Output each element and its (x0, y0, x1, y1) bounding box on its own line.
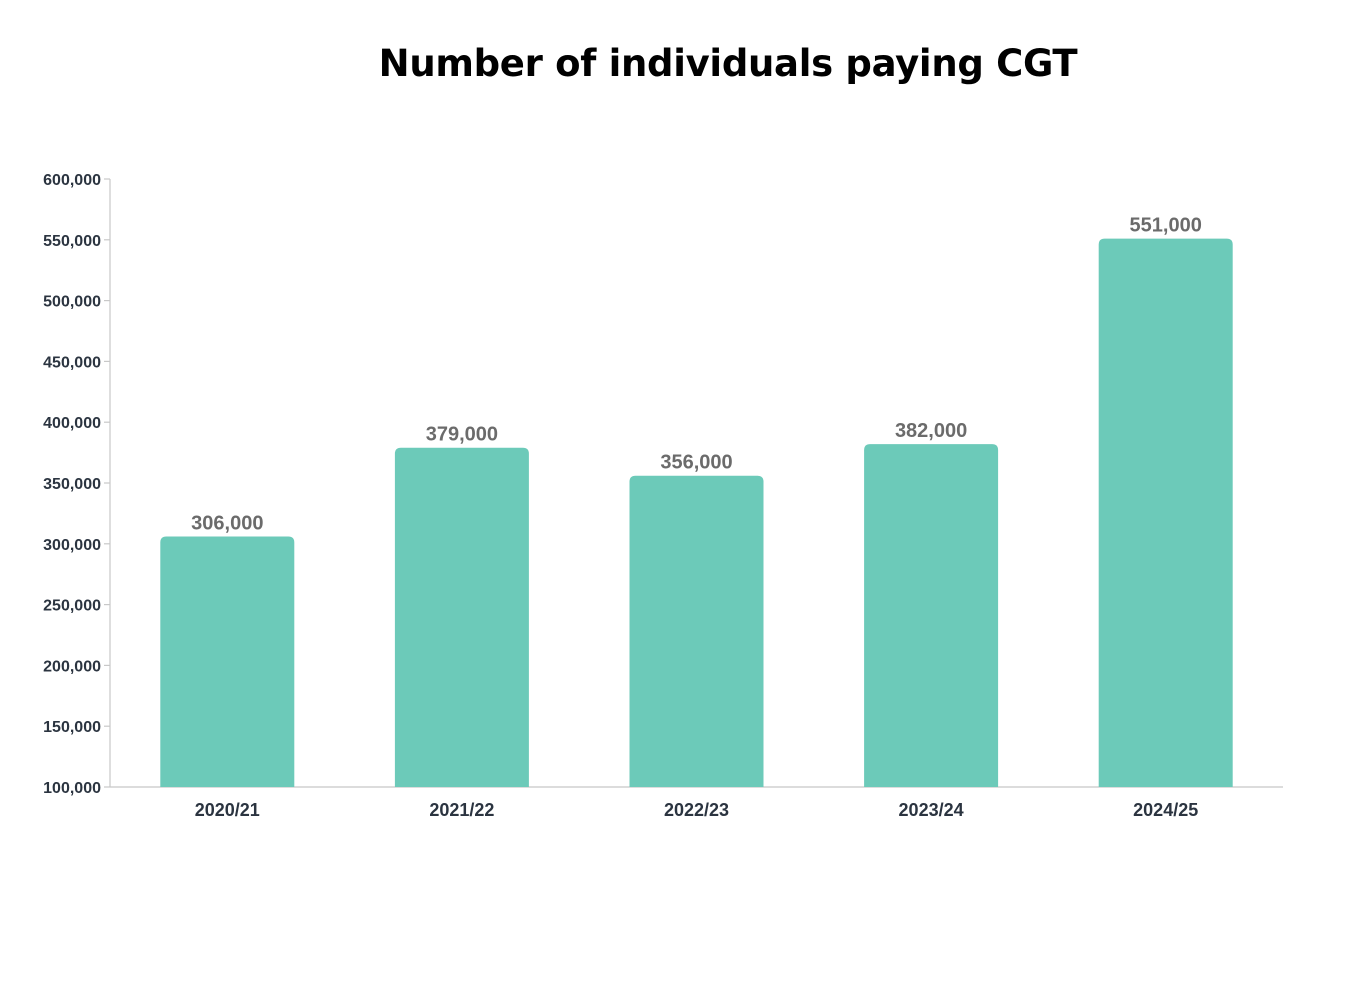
x-tick-label: 2020/21 (195, 800, 260, 820)
bar (394, 447, 529, 787)
bar-value-label: 551,000 (1130, 215, 1202, 237)
bar-value-label: 306,000 (191, 513, 263, 535)
bar-value-label: 382,000 (895, 420, 967, 442)
y-tick-label: 400,000 (43, 415, 101, 432)
y-tick-label: 350,000 (43, 476, 101, 493)
y-tick-label: 200,000 (43, 658, 101, 675)
y-tick-label: 450,000 (43, 354, 101, 371)
y-tick-label: 150,000 (43, 719, 101, 736)
bars (160, 238, 1233, 788)
x-tick-label: 2024/25 (1133, 800, 1198, 820)
bar-value-label: 379,000 (426, 424, 498, 446)
bar-value-label: 356,000 (660, 452, 732, 474)
x-axis: 2020/21 2021/22 2022/23 2023/24 2024/25 (110, 786, 1283, 820)
y-tick-label: 250,000 (43, 598, 101, 615)
bar (160, 536, 295, 787)
y-tick-label: 300,000 (43, 537, 101, 554)
chart-title: Number of individuals paying CGT (378, 42, 1078, 85)
y-tick-label: 100,000 (43, 780, 101, 797)
bar (629, 475, 764, 787)
y-tick-label: 550,000 (43, 233, 101, 250)
bar (864, 444, 999, 787)
bar (1098, 238, 1233, 788)
data-labels: 306,000 379,000 356,000 382,000 551,000 (191, 215, 1202, 535)
x-tick-label: 2021/22 (429, 800, 494, 820)
y-tick-label: 500,000 (43, 294, 101, 311)
x-tick-label: 2022/23 (664, 800, 729, 820)
x-tick-label: 2023/24 (899, 800, 964, 820)
y-axis: 100,000 150,000 200,000 250,000 300,000 350,0… (43, 172, 111, 797)
y-tick-label: 600,000 (43, 172, 101, 189)
